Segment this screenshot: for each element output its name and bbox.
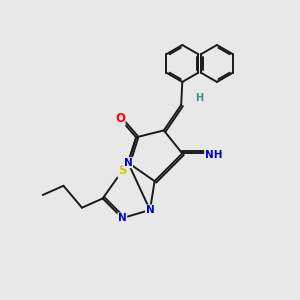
Text: N: N [124,158,133,168]
Text: NH: NH [205,150,222,160]
Text: O: O [115,112,125,125]
Text: S: S [118,164,127,177]
Text: N: N [146,205,154,215]
Text: H: H [196,93,204,103]
Text: N: N [118,213,127,223]
